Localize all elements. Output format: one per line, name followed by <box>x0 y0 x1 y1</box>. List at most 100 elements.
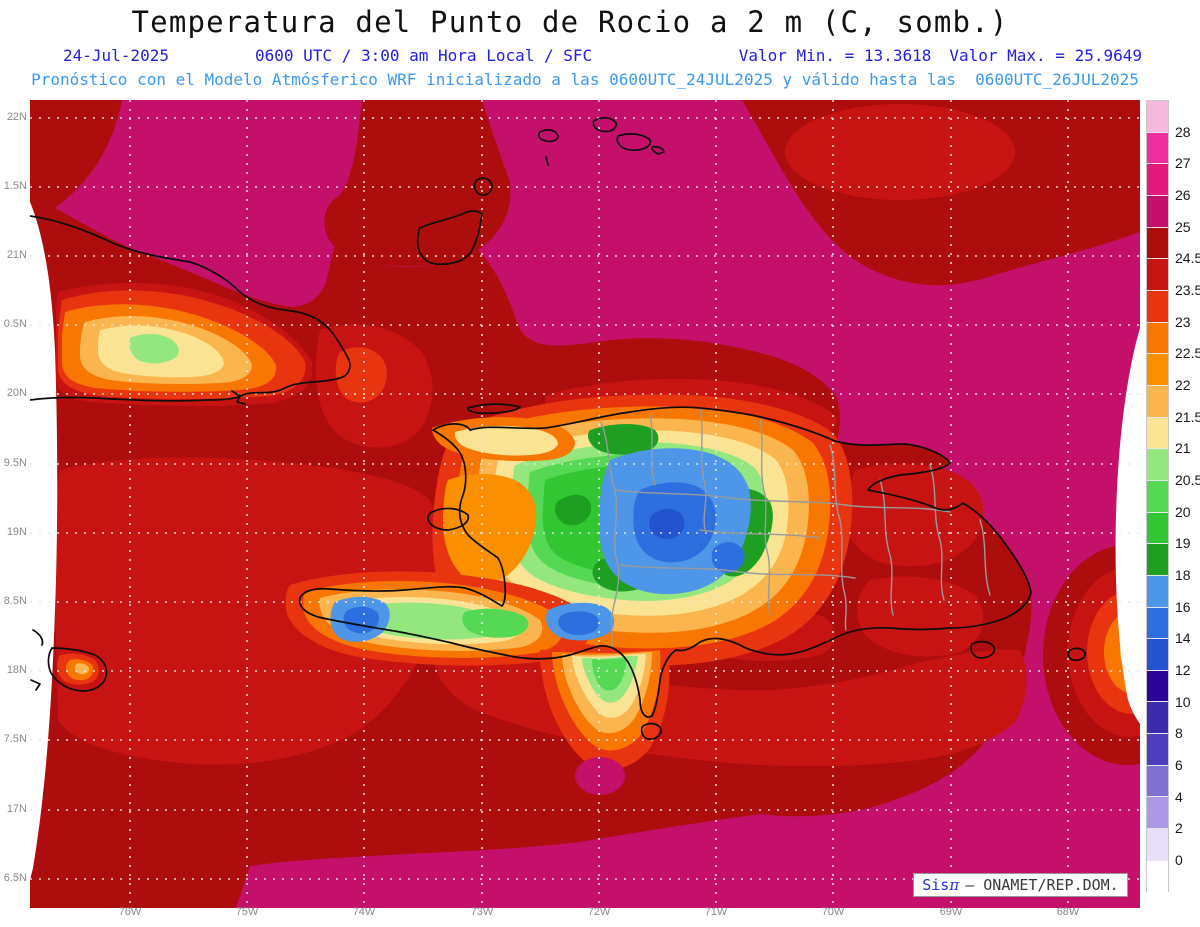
lat-axis-label: 6.5N <box>3 872 27 884</box>
domain-edge-left <box>30 202 58 880</box>
colorbar-label: 21 <box>1175 440 1191 457</box>
colorbar-label: 23 <box>1175 313 1191 330</box>
colorbar-segment <box>1147 544 1168 576</box>
lat-axis-label: 20N <box>6 387 27 399</box>
colorbar-label: 28 <box>1175 123 1191 140</box>
colorbar-segment <box>1147 227 1168 260</box>
province-borders <box>600 409 991 649</box>
colorbar <box>1146 100 1169 893</box>
colorbar-segment <box>1147 449 1168 481</box>
run-date-label: 24-Jul-2025 <box>63 46 169 65</box>
lon-axis-label: 76W <box>118 906 142 918</box>
model-domain-edges <box>30 202 1140 880</box>
minmax-labels: Valor Min. = 13.3618 Valor Max. = 25.9649 <box>739 46 1142 65</box>
colorbar-label: 22.5 <box>1175 345 1200 362</box>
colorbar-segment <box>1147 670 1168 703</box>
colorbar-segment <box>1147 132 1168 165</box>
colorbar-segment <box>1147 417 1168 450</box>
colorbar-segment <box>1147 322 1168 355</box>
colorbar-segment <box>1147 480 1168 513</box>
colorbar-label: 2 <box>1175 820 1183 837</box>
lon-axis-label: 73W <box>470 906 494 918</box>
pi-symbol: π <box>949 876 960 894</box>
brand-label: Sis <box>922 876 950 894</box>
tortue-island <box>467 403 521 415</box>
coastlines <box>30 117 1086 740</box>
bahamas-islands <box>473 117 665 196</box>
colorbar-label: 24.5 <box>1175 250 1200 267</box>
colorbar-label: 20 <box>1175 503 1191 520</box>
colorbar-segment <box>1147 385 1168 418</box>
jamaica-coastline <box>30 629 108 692</box>
agency-label: – ONAMET/REP.DOM. <box>965 876 1119 894</box>
colorbar-label: 18 <box>1175 566 1191 583</box>
colorbar-label: 14 <box>1175 630 1191 647</box>
colorbar-label: 8 <box>1175 725 1183 742</box>
lat-axis-label: 22N <box>6 111 27 123</box>
colorbar-segment <box>1147 101 1168 133</box>
colorbar-segment <box>1147 639 1168 671</box>
lon-axis-label: 69W <box>939 906 963 918</box>
valor-min-label: Valor Min. = 13.3618 <box>738 46 932 65</box>
lat-axis-label: 1.5N <box>3 180 27 192</box>
colorbar-segment <box>1147 512 1168 545</box>
great-inagua-island <box>416 210 483 266</box>
lat-axis-label: 18N <box>6 664 27 676</box>
colorbar-label: 4 <box>1175 788 1183 805</box>
colorbar-label: 19 <box>1175 535 1191 552</box>
lat-axis-label: 17N <box>6 803 27 815</box>
lat-axis-label: 9.5N <box>3 457 27 469</box>
colorbar-segment <box>1147 702 1168 735</box>
lon-axis-label: 70W <box>821 906 845 918</box>
lon-axis-label: 75W <box>235 906 259 918</box>
colorbar-segment <box>1147 829 1168 861</box>
colorbar-label: 22 <box>1175 376 1191 393</box>
colorbar-segment <box>1147 860 1168 893</box>
colorbar-label: 20.5 <box>1175 471 1200 488</box>
colorbar-label: 26 <box>1175 186 1191 203</box>
colorbar-label: 23.5 <box>1175 281 1200 298</box>
lon-axis-label: 74W <box>352 906 376 918</box>
run-time-label: 0600 UTC / 3:00 am Hora Local / SFC <box>255 46 593 65</box>
colorbar-segment <box>1147 354 1168 386</box>
colorbar-segment <box>1147 259 1168 291</box>
colorbar-label: 6 <box>1175 756 1183 773</box>
beata-island <box>640 722 662 740</box>
lon-axis-label: 68W <box>1056 906 1080 918</box>
colorbar-label: 21.5 <box>1175 408 1200 425</box>
valor-max-label: Valor Max. = 25.9649 <box>949 46 1142 65</box>
colorbar-segment <box>1147 290 1168 323</box>
lat-axis-label: 0.5N <box>3 318 27 330</box>
colorbar-label: 0 <box>1175 851 1183 868</box>
run-info-line: 24-Jul-2025 0600 UTC / 3:00 am Hora Loca… <box>0 46 1200 66</box>
domain-edge-right <box>1115 328 1140 724</box>
lat-axis-label: 21N <box>6 249 27 261</box>
colorbar-segment <box>1147 797 1168 830</box>
saona-island <box>970 640 996 659</box>
colorbar-segment <box>1147 607 1168 640</box>
mona-island <box>1067 647 1086 662</box>
colorbar-label: 27 <box>1175 155 1191 172</box>
cuba-coastline <box>30 215 351 402</box>
lat-axis-label: 7.5N <box>3 733 27 745</box>
page-title: Temperatura del Punto de Rocio a 2 m (C,… <box>131 5 1009 39</box>
forecast-validity-line: Pronóstico con el Modelo Atmósferico WRF… <box>31 70 1139 89</box>
colorbar-segment <box>1147 195 1168 228</box>
colorbar-segment <box>1147 164 1168 196</box>
contour-fills <box>30 100 1140 908</box>
lat-axis-label: 8.5N <box>3 595 27 607</box>
colorbar-label: 10 <box>1175 693 1191 710</box>
colorbar-segment <box>1147 575 1168 608</box>
colorbar-label: 16 <box>1175 598 1191 615</box>
cuba-coast-notch <box>231 390 246 405</box>
watermark-box: Sis π – ONAMET/REP.DOM. <box>913 873 1128 897</box>
hispaniola-coastline <box>298 406 1032 718</box>
colorbar-label: 25 <box>1175 218 1191 235</box>
lat-axis-label: 19N <box>6 526 27 538</box>
colorbar-label: 12 <box>1175 661 1191 678</box>
lon-axis-label: 71W <box>704 906 728 918</box>
lon-axis-label: 72W <box>587 906 611 918</box>
gonave-island <box>427 507 470 531</box>
